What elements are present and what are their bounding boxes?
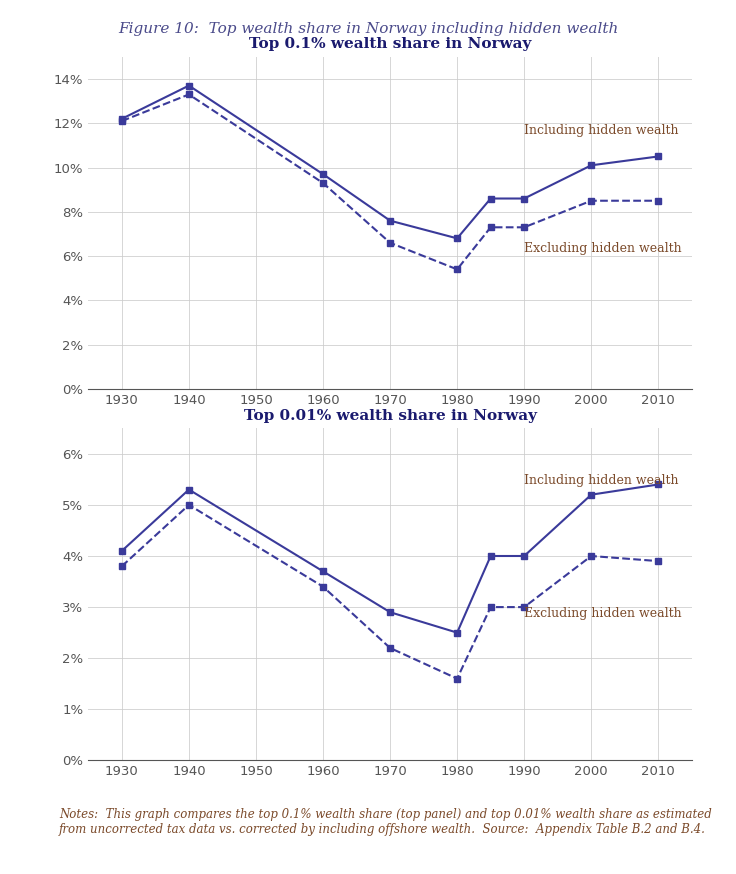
Text: Excluding hidden wealth: Excluding hidden wealth [524, 241, 682, 254]
Text: Notes:  This graph compares the top 0.1% wealth share (top panel) and top 0.01% : Notes: This graph compares the top 0.1% … [59, 808, 712, 836]
Title: Top 0.01% wealth share in Norway: Top 0.01% wealth share in Norway [244, 409, 537, 423]
Text: Including hidden wealth: Including hidden wealth [524, 124, 679, 137]
Text: Excluding hidden wealth: Excluding hidden wealth [524, 607, 682, 621]
Text: Including hidden wealth: Including hidden wealth [524, 475, 679, 488]
Title: Top 0.1% wealth share in Norway: Top 0.1% wealth share in Norway [249, 38, 531, 52]
Text: Figure 10:  Top wealth share in Norway including hidden wealth: Figure 10: Top wealth share in Norway in… [118, 22, 618, 36]
